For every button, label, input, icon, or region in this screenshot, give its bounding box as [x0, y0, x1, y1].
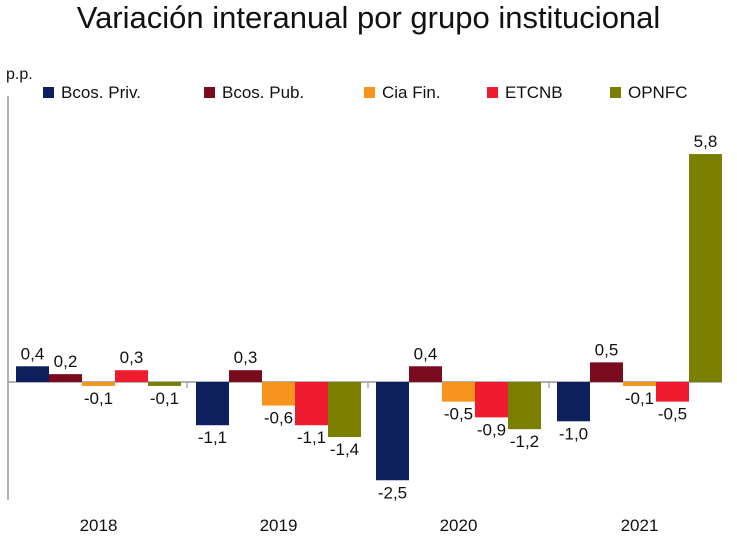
bar-value-label: 5,8 — [694, 132, 718, 151]
bar — [295, 382, 328, 426]
bar-value-label: -1,0 — [559, 424, 588, 443]
bar-value-label: 0,5 — [595, 340, 619, 359]
bar — [409, 366, 442, 382]
bar — [196, 382, 229, 426]
legend-swatch — [610, 87, 621, 98]
legend-entry-label: ETCNB — [505, 83, 563, 102]
bar-value-label: -0,9 — [477, 420, 506, 439]
bar — [442, 382, 475, 402]
bar-value-label: -0,1 — [150, 389, 179, 408]
x-tick-label: 2020 — [440, 516, 478, 535]
bar-value-label: 0,4 — [414, 344, 438, 363]
x-tick-label: 2021 — [621, 516, 659, 535]
bar — [115, 370, 148, 382]
bar-value-label: -0,5 — [444, 405, 473, 424]
legend-swatch — [204, 87, 215, 98]
legend-swatch — [43, 87, 54, 98]
bars — [16, 154, 722, 481]
legend-entry-label: Bcos. Priv. — [61, 83, 141, 102]
bar — [590, 362, 623, 382]
x-tick-label: 2019 — [260, 516, 298, 535]
x-tick-labels: 2018 2019 2020 2021 — [80, 516, 659, 535]
bar — [557, 382, 590, 422]
bar — [623, 382, 656, 386]
bar — [82, 382, 115, 386]
legend-entry-label: Cia Fin. — [382, 83, 441, 102]
bar-value-label: -0,5 — [658, 405, 687, 424]
bar — [49, 374, 82, 382]
bar — [148, 382, 181, 386]
bar-value-label: -0,6 — [264, 409, 293, 428]
bar — [16, 366, 49, 382]
bar — [689, 154, 722, 382]
legend-swatch — [364, 87, 375, 98]
legend-swatch — [487, 87, 498, 98]
bar — [656, 382, 689, 402]
bar-value-label: -1,2 — [510, 432, 539, 451]
bar-value-label: -1,1 — [297, 428, 326, 447]
chart-title: Variación interanual por grupo instituci… — [76, 0, 661, 35]
bar-value-label: -0,1 — [84, 389, 113, 408]
bar — [376, 382, 409, 481]
bar — [508, 382, 541, 430]
bar-value-label: 0,4 — [21, 344, 45, 363]
bar — [328, 382, 361, 438]
axes — [7, 96, 722, 500]
bar-value-label: -2,5 — [378, 483, 407, 502]
bar-value-label: -0,1 — [625, 389, 654, 408]
bar-value-label: 0,3 — [234, 348, 258, 367]
x-tick-label: 2018 — [80, 516, 118, 535]
legend: Bcos. Priv. Bcos. Pub. Cia Fin. ETCNB OPNFC — [43, 83, 688, 102]
bar — [229, 370, 262, 382]
legend-entry-label: OPNFC — [628, 83, 688, 102]
data-labels: 0,4 0,2-0,10,3-0,1-1,10,3-0,6-1,1-1,4-2,5… — [21, 132, 718, 502]
bar-value-label: 0,2 — [54, 352, 78, 371]
bar-value-label: -1,4 — [330, 440, 359, 459]
bar-value-label: 0,3 — [120, 348, 144, 367]
bar — [475, 382, 508, 418]
bar-value-label: -1,1 — [198, 428, 227, 447]
bar — [262, 382, 295, 406]
y-axis-unit-label: p.p. — [6, 66, 33, 83]
legend-entry-label: Bcos. Pub. — [222, 83, 304, 102]
